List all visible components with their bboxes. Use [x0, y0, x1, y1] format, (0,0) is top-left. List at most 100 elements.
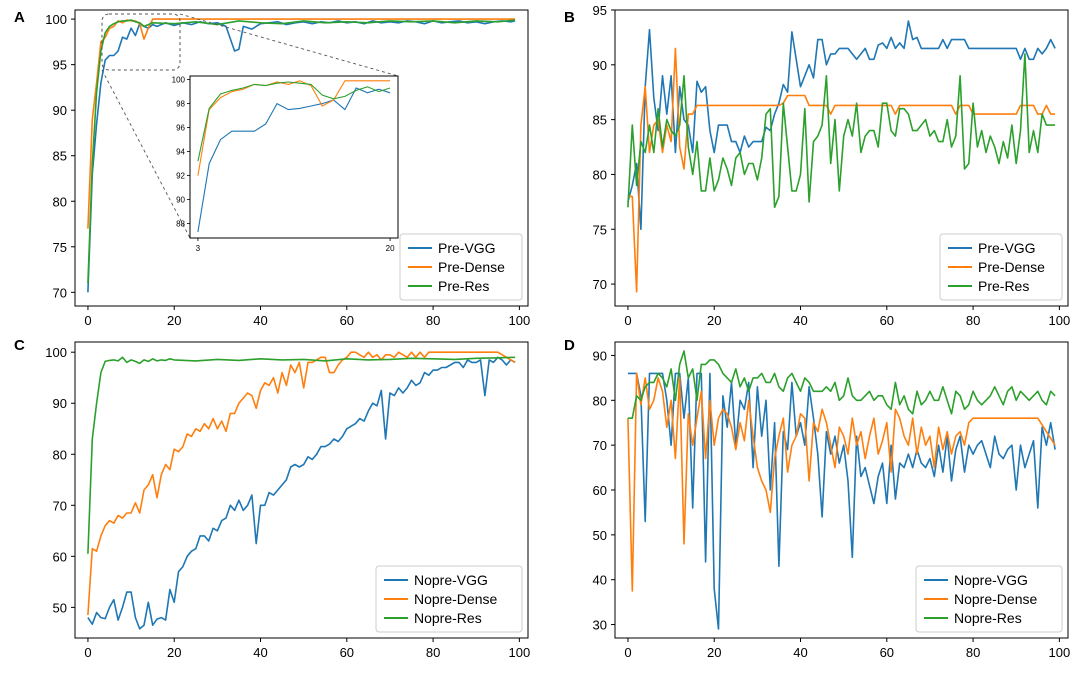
y-tick-label: 80 [593, 167, 607, 182]
series-line-nopre-dense [627, 372, 1056, 592]
panel-D: D0 20 40 60 80 10030405060708090Nopre-VGGNopr… [564, 337, 1070, 660]
inset-frame [189, 75, 399, 239]
x-tick-label: 20 [707, 645, 721, 660]
x-tick-label: 20 [707, 313, 721, 328]
inset-x-tick-label: 20 [386, 244, 395, 253]
x-tick-label: 80 [426, 645, 440, 660]
x-tick-label: 100 [509, 313, 531, 328]
x-tick-label: 60 [880, 645, 894, 660]
inset-y-tick-label: 96 [176, 124, 185, 133]
legend-label: Nopre-Res [414, 610, 482, 626]
series-group [627, 20, 1056, 293]
legend-box [399, 233, 523, 301]
legend-label: Nopre-Dense [954, 591, 1037, 607]
series-line-pre-vgg [627, 20, 1056, 231]
inset-y-tick-label: 88 [176, 220, 185, 229]
x-tick-label: 100 [1049, 645, 1071, 660]
series-line-nopre-vgg [627, 372, 1056, 630]
inset-y-tick-label: 92 [176, 172, 185, 181]
legend: Pre-VGG Pre-Dense Pre-Res [399, 233, 523, 301]
x-tick-label: 60 [340, 645, 354, 660]
zoom-connector [179, 13, 399, 77]
y-tick-label: 80 [593, 393, 607, 408]
x-tick-label: 80 [966, 645, 980, 660]
y-tick-label: 100 [45, 345, 67, 360]
legend: Nopre-VGG Nopre-Dense Nopre-Res [375, 565, 523, 633]
panel-letter: B [564, 9, 575, 26]
series-line-nopre-dense [87, 351, 516, 616]
legend-label: Pre-VGG [978, 240, 1036, 256]
x-tick-label: 100 [1049, 313, 1071, 328]
plot-frame [74, 9, 529, 307]
inset-x-tick-label: 3 [196, 244, 201, 253]
y-tick-label: 85 [53, 149, 67, 164]
inset-series-group [197, 80, 391, 233]
plot-frame [614, 9, 1069, 307]
panel-letter: D [564, 337, 575, 354]
y-tick-label: 70 [593, 438, 607, 453]
x-tick-label: 80 [426, 313, 440, 328]
x-tick-label: 60 [880, 313, 894, 328]
x-tick-label: 0 [624, 645, 631, 660]
x-tick-label: 40 [253, 645, 267, 660]
y-tick-label: 50 [593, 528, 607, 543]
inset-y-tick-label: 94 [176, 148, 185, 157]
x-tick-label: 20 [167, 645, 181, 660]
series-group [87, 351, 516, 630]
x-tick-label: 0 [624, 313, 631, 328]
y-tick-label: 70 [593, 277, 607, 292]
inset-zoom: 3 20 88 90 92 94 96 98 100 [101, 13, 399, 253]
x-tick-label: 80 [966, 313, 980, 328]
y-tick-label: 50 [53, 600, 67, 615]
plot-frame [74, 341, 529, 639]
legend-label: Nopre-Res [954, 610, 1022, 626]
legend-label: Nopre-VGG [954, 572, 1028, 588]
legend-box [375, 565, 523, 633]
legend-label: Nopre-VGG [414, 572, 488, 588]
x-tick-label: 40 [793, 645, 807, 660]
series-group [627, 350, 1056, 630]
y-tick-label: 75 [53, 240, 67, 255]
legend-label: Pre-Dense [438, 259, 505, 275]
y-tick-label: 30 [593, 618, 607, 633]
y-tick-label: 80 [53, 447, 67, 462]
legend: Pre-VGG Pre-Dense Pre-Res [939, 233, 1063, 301]
legend-label: Pre-Res [438, 278, 489, 294]
y-tick-label: 60 [593, 483, 607, 498]
y-tick-label: 95 [53, 58, 67, 73]
y-tick-label: 80 [53, 194, 67, 209]
series-line-nopre-res [87, 356, 516, 554]
legend-label: Pre-Dense [978, 259, 1045, 275]
y-tick-label: 90 [593, 58, 607, 73]
panel-B: B 0 20 40 60 80 100 70 75 80 85 90 95 Pre-VGG Pre-Dens… [564, 3, 1070, 328]
series-line-pre-res [87, 19, 516, 284]
x-tick-label: 20 [167, 313, 181, 328]
y-tick-label: 85 [593, 113, 607, 128]
panel-A: A 0 20 40 60 80 100 70 75 80 85 90 95 100 Pre-VGG Pre-D… [14, 9, 530, 328]
panel-letter: A [14, 9, 25, 26]
y-tick-label: 90 [53, 103, 67, 118]
x-tick-label: 60 [340, 313, 354, 328]
legend-box [939, 233, 1063, 301]
x-tick-label: 0 [84, 645, 91, 660]
y-tick-label: 100 [45, 12, 67, 27]
legend: Nopre-VGG Nopre-Dense Nopre-Res [915, 565, 1063, 633]
series-line-pre-res [627, 53, 1056, 209]
series-group [87, 18, 516, 293]
panel-C: C0 20 40 60 80 1005060708090100Nopre-VGGNopre… [14, 337, 530, 660]
legend-box [915, 565, 1063, 633]
panel-letter: C [14, 337, 25, 354]
series-line-nopre-vgg [87, 356, 516, 630]
y-tick-label: 70 [53, 498, 67, 513]
inset-y-tick-label: 98 [176, 100, 185, 109]
inset-y-tick-label: 100 [172, 76, 186, 85]
x-tick-label: 40 [793, 313, 807, 328]
zoom-connector [101, 69, 191, 239]
y-tick-label: 70 [53, 285, 67, 300]
legend-label: Pre-Res [978, 278, 1029, 294]
y-tick-label: 75 [593, 222, 607, 237]
y-tick-label: 60 [53, 549, 67, 564]
inset-y-tick-label: 90 [176, 196, 185, 205]
y-tick-label: 40 [593, 573, 607, 588]
